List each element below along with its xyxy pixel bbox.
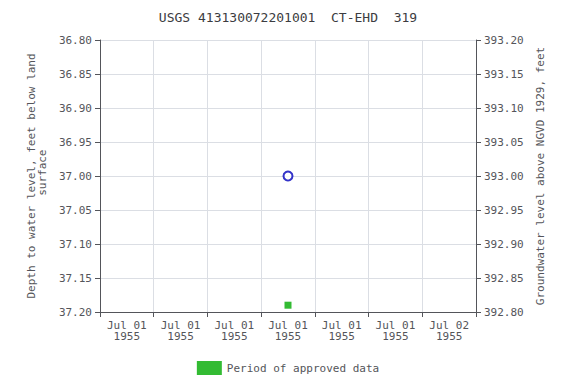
svg-text:37.10: 37.10 (59, 238, 92, 251)
svg-text:Jul 01: Jul 01 (214, 319, 255, 332)
svg-text:393.15: 393.15 (484, 68, 524, 81)
svg-text:Jul 01: Jul 01 (321, 319, 362, 332)
svg-text:393.00: 393.00 (484, 170, 524, 183)
svg-text:393.10: 393.10 (484, 102, 524, 115)
svg-text:Jul 01: Jul 01 (160, 319, 201, 332)
svg-text:surface: surface (36, 150, 49, 203)
svg-text:392.90: 392.90 (484, 238, 524, 251)
svg-text:1955: 1955 (328, 330, 355, 343)
svg-text:1955: 1955 (167, 330, 194, 343)
svg-text:392.80: 392.80 (484, 306, 524, 319)
svg-text:392.85: 392.85 (484, 272, 524, 285)
svg-text:Depth to water level, feet bel: Depth to water level, feet below land (25, 53, 38, 299)
svg-text:1955: 1955 (275, 330, 302, 343)
svg-text:392.95: 392.95 (484, 204, 524, 217)
svg-text:Jul 02: Jul 02 (429, 319, 469, 332)
svg-text:1955: 1955 (382, 330, 409, 343)
svg-text:Jul 01: Jul 01 (375, 319, 416, 332)
svg-text:37.05: 37.05 (59, 204, 92, 217)
svg-text:Groundwater level above NGVD 1: Groundwater level above NGVD 1929, feet (534, 47, 547, 305)
svg-text:Jul 01: Jul 01 (107, 319, 147, 332)
svg-text:393.20: 393.20 (484, 34, 524, 47)
svg-text:393.05: 393.05 (484, 136, 524, 149)
svg-text:36.95: 36.95 (59, 136, 92, 149)
svg-text:37.15: 37.15 (59, 272, 92, 285)
svg-text:1955: 1955 (221, 330, 248, 343)
svg-text:36.90: 36.90 (59, 102, 92, 115)
svg-text:36.80: 36.80 (59, 34, 92, 47)
svg-text:1955: 1955 (436, 330, 463, 343)
svg-text:37.00: 37.00 (59, 170, 92, 183)
svg-text:USGS 413130072201001 CT-EHD: USGS 413130072201001 CT-EHD 319 (159, 10, 417, 25)
svg-text:Jul 01: Jul 01 (268, 319, 308, 332)
svg-text:36.85: 36.85 (59, 68, 92, 81)
svg-text:Period of approved data: Period of approved data (227, 362, 379, 375)
svg-text:1955: 1955 (114, 330, 141, 343)
svg-text:37.20: 37.20 (59, 306, 92, 319)
